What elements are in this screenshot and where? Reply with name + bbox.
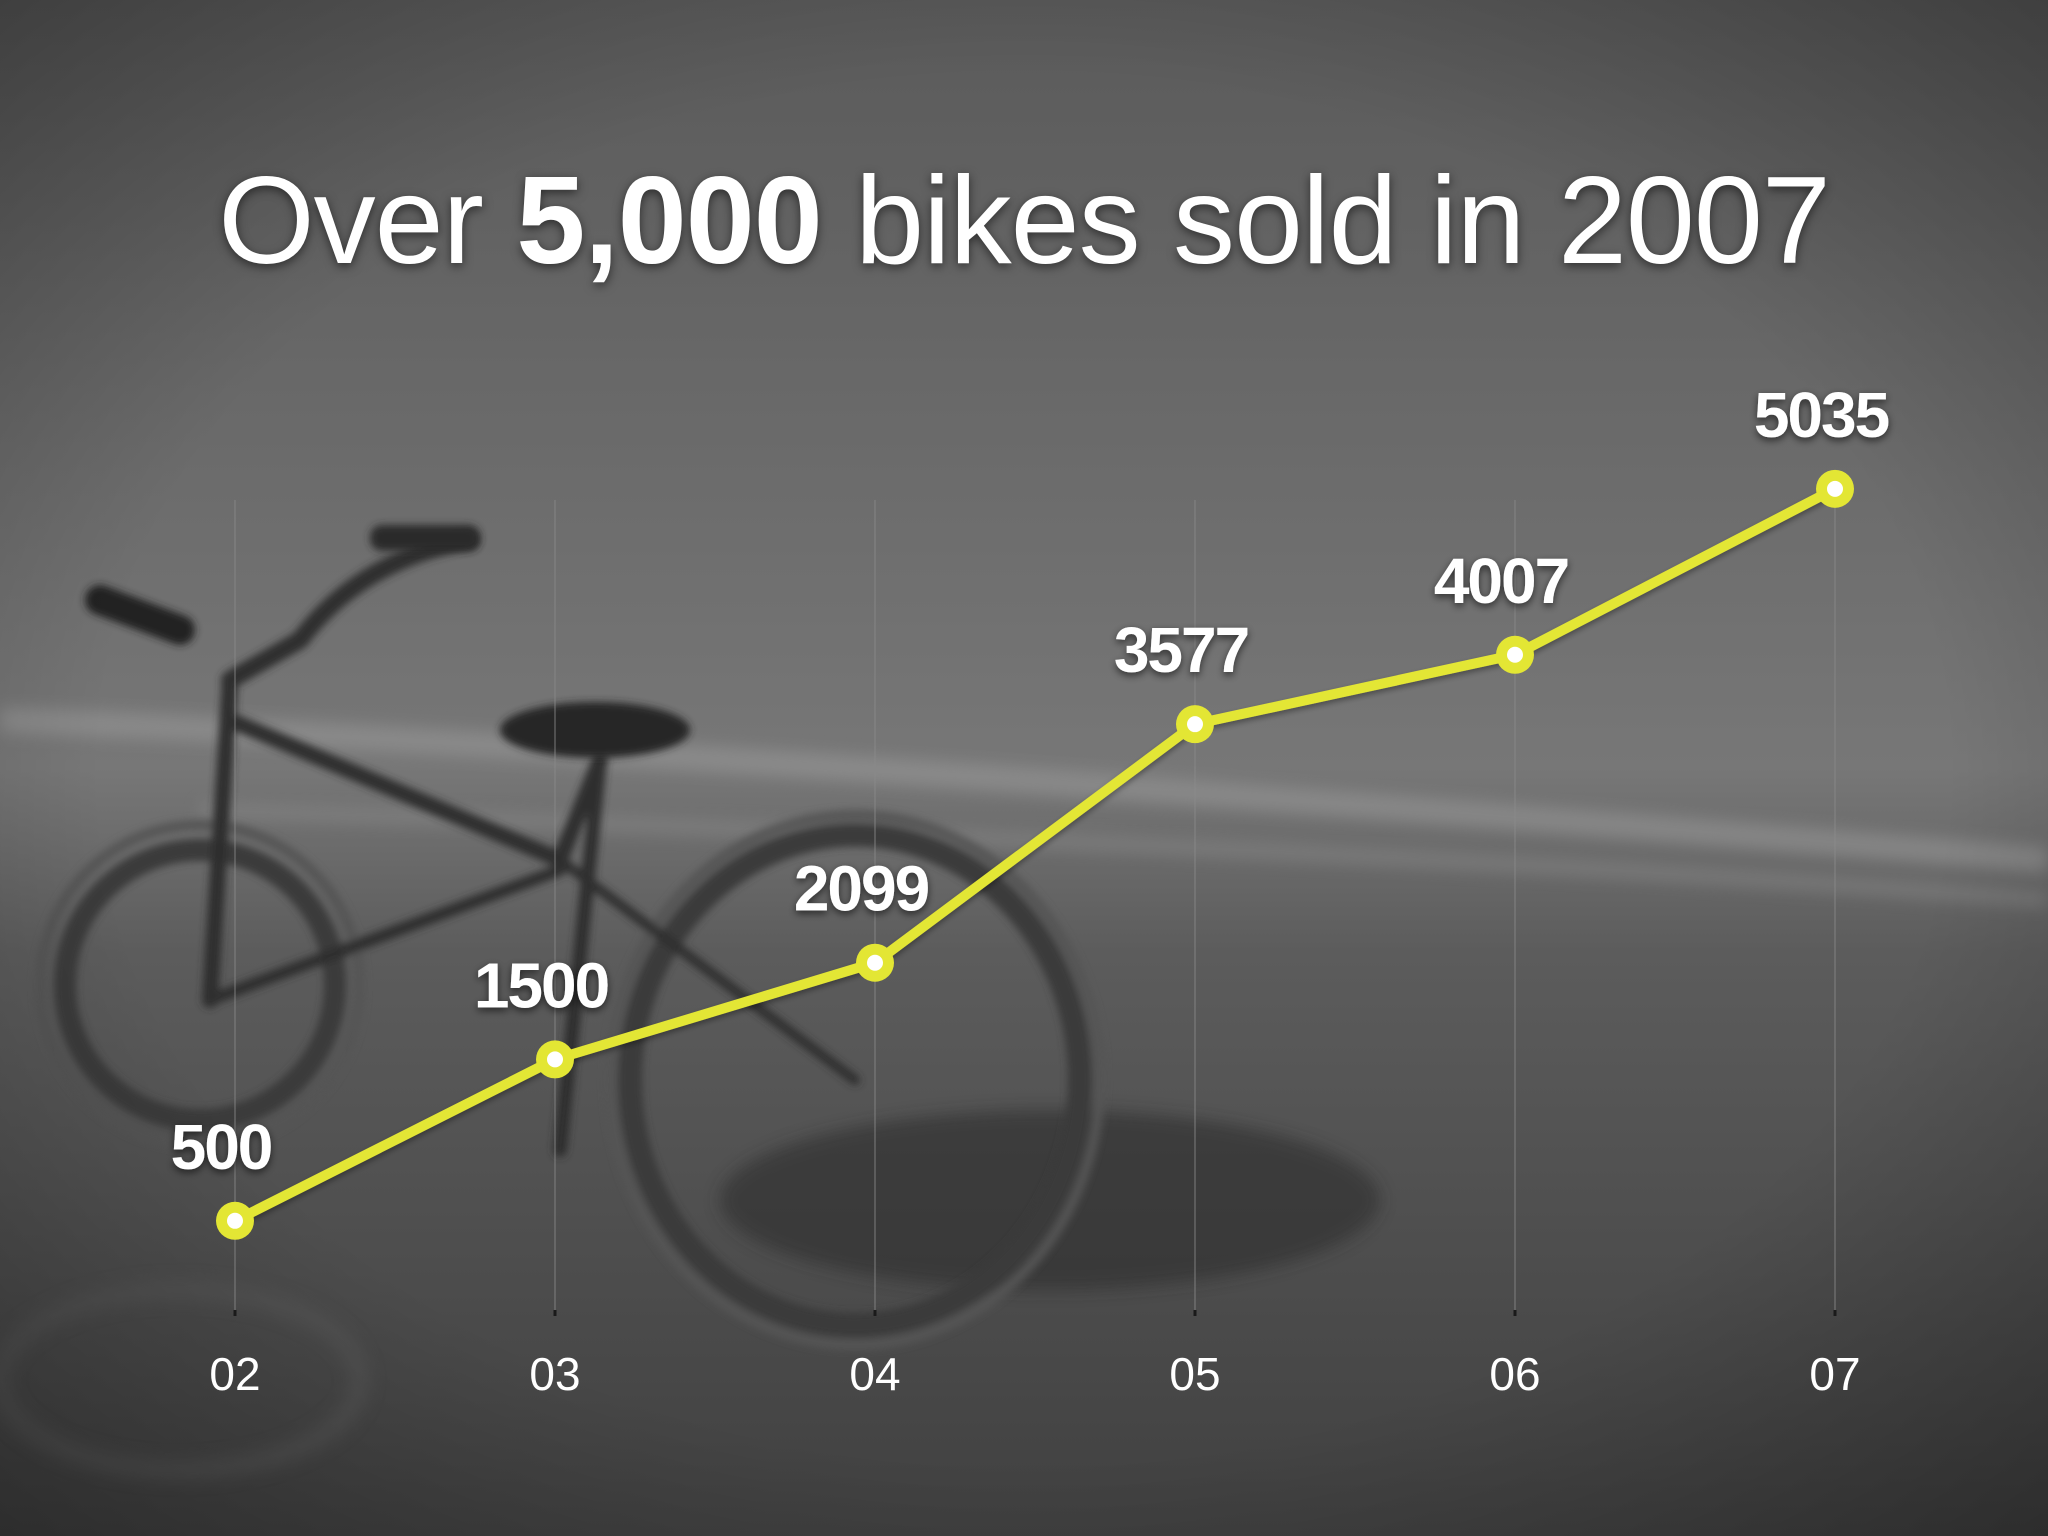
series-line-layer [230,483,1840,1226]
gridlines [234,500,1836,1310]
series-line-bikes-sold [230,483,1840,1226]
data-label: 3577 [1114,614,1248,686]
title-highlight-number: 5,000 [516,152,822,290]
title-prefix: Over [218,152,484,290]
data-point-marker-center [227,1212,243,1229]
data-label: 5035 [1754,379,1889,451]
x-tick-label: 03 [529,1348,580,1400]
data-label: 1500 [474,949,608,1021]
x-tick-label: 02 [209,1348,260,1400]
x-axis-ticks [233,1310,1837,1316]
data-markers [216,469,1854,1240]
data-point-marker-center [1187,716,1203,733]
data-point-marker-center [1827,480,1843,497]
x-tick-label: 06 [1489,1348,1540,1400]
x-tick-label: 04 [849,1348,900,1400]
data-point-marker-center [867,954,883,971]
x-tick-label: 07 [1809,1348,1860,1400]
x-tick-label: 05 [1169,1348,1220,1400]
data-point-marker-center [1507,646,1523,663]
data-point-marker-center [547,1051,563,1068]
data-label: 4007 [1434,545,1568,617]
data-labels: 500 1500 2099 3577 4007 5035 [171,379,1891,1183]
title-suffix: bikes sold in 2007 [855,152,1831,290]
data-label: 2099 [794,853,929,925]
x-axis-labels: 02 03 04 05 06 07 [209,1348,1860,1400]
data-label: 500 [171,1111,272,1183]
slide-title: Over 5,000 bikes sold in 2007 [0,150,2048,292]
